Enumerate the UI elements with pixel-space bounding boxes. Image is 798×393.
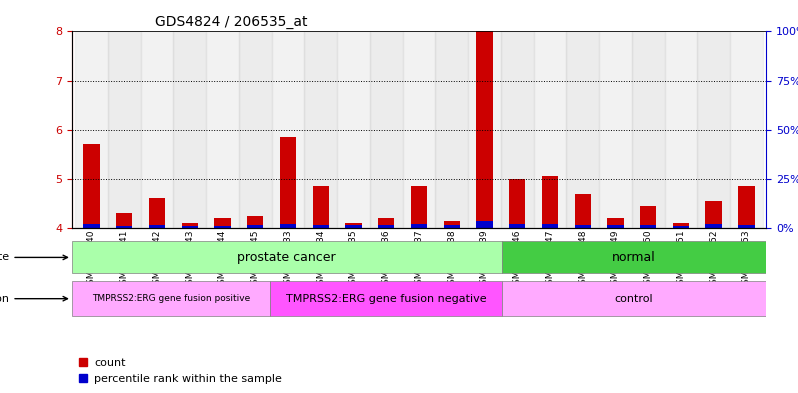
Bar — [239, 31, 271, 228]
Bar — [148, 225, 165, 228]
Bar — [148, 198, 165, 228]
Bar — [378, 225, 394, 228]
Bar — [346, 226, 361, 228]
Bar — [83, 224, 100, 228]
Bar — [411, 224, 427, 228]
Bar — [705, 201, 722, 228]
Text: disease state: disease state — [0, 252, 68, 263]
Bar — [542, 176, 558, 228]
Text: prostate cancer: prostate cancer — [237, 251, 336, 264]
Bar — [632, 31, 665, 228]
FancyBboxPatch shape — [271, 281, 502, 316]
Bar — [697, 31, 730, 228]
Bar — [280, 224, 296, 228]
Bar — [575, 224, 591, 228]
Bar — [280, 137, 296, 228]
Bar — [476, 31, 492, 228]
Bar — [378, 218, 394, 228]
Bar — [534, 31, 567, 228]
FancyBboxPatch shape — [72, 281, 271, 316]
Bar — [337, 31, 369, 228]
Bar — [173, 31, 206, 228]
Text: TMPRSS2:ERG gene fusion positive: TMPRSS2:ERG gene fusion positive — [92, 294, 250, 303]
Bar — [444, 225, 460, 228]
Bar — [575, 193, 591, 228]
Bar — [468, 31, 501, 228]
Bar — [116, 213, 132, 228]
Text: genotype/variation: genotype/variation — [0, 294, 68, 304]
Bar — [730, 31, 763, 228]
Bar — [705, 224, 722, 228]
Bar — [116, 226, 132, 228]
Bar — [738, 186, 755, 228]
FancyBboxPatch shape — [502, 241, 766, 274]
Bar — [640, 224, 657, 228]
Bar — [509, 224, 525, 228]
Bar — [444, 220, 460, 228]
Bar — [567, 31, 599, 228]
Bar — [313, 224, 329, 228]
Bar — [181, 226, 198, 228]
Bar — [75, 31, 108, 228]
FancyBboxPatch shape — [502, 281, 766, 316]
Bar — [215, 226, 231, 228]
Bar — [247, 216, 263, 228]
Bar — [215, 218, 231, 228]
FancyBboxPatch shape — [72, 241, 502, 274]
Bar — [738, 224, 755, 228]
Bar — [542, 224, 558, 228]
Bar — [673, 223, 689, 228]
Bar — [181, 223, 198, 228]
Bar — [665, 31, 697, 228]
Bar — [346, 223, 361, 228]
Bar — [304, 31, 337, 228]
Bar — [108, 31, 140, 228]
Text: GDS4824 / 206535_at: GDS4824 / 206535_at — [155, 15, 308, 29]
Legend: count, percentile rank within the sample: count, percentile rank within the sample — [77, 358, 282, 384]
Bar — [476, 220, 492, 228]
Bar — [501, 31, 534, 228]
Bar — [206, 31, 239, 228]
Bar — [313, 186, 329, 228]
Bar — [411, 186, 427, 228]
Text: control: control — [614, 294, 653, 304]
Bar — [83, 144, 100, 228]
Bar — [140, 31, 173, 228]
Bar — [402, 31, 436, 228]
Bar — [509, 179, 525, 228]
Bar — [369, 31, 402, 228]
Bar — [607, 218, 623, 228]
Bar — [607, 226, 623, 228]
Bar — [640, 206, 657, 228]
Bar — [673, 226, 689, 228]
Bar — [436, 31, 468, 228]
Bar — [271, 31, 304, 228]
Bar — [599, 31, 632, 228]
Text: normal: normal — [612, 251, 656, 264]
Bar — [247, 226, 263, 228]
Text: TMPRSS2:ERG gene fusion negative: TMPRSS2:ERG gene fusion negative — [286, 294, 486, 304]
